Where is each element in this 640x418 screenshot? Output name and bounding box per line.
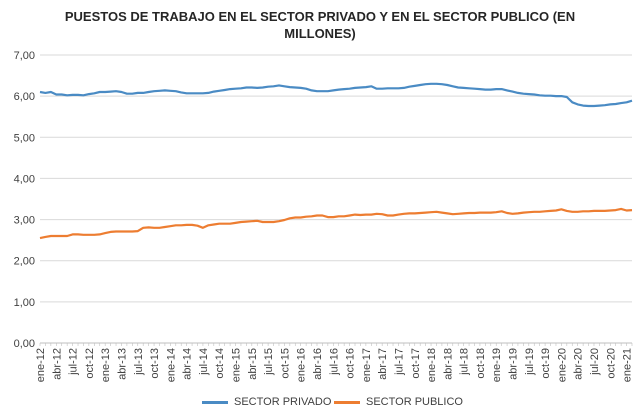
x-tick-label: ene-15 [231,348,243,382]
x-tick-label: ene-16 [296,348,308,382]
legend-swatch-privado [202,400,228,404]
legend-item-sector-privado: SECTOR PRIVADO [202,396,331,408]
x-tick-label: ene-17 [361,348,373,382]
x-tick-label: oct-18 [475,348,487,379]
x-tick-label: oct-13 [149,348,161,379]
x-tick-label: abr-15 [247,348,259,380]
x-tick-label: jul-19 [524,348,536,376]
y-tick-label: 6,00 [14,91,35,103]
x-tick-label: jul-13 [133,348,145,376]
x-tick-label: ene-21 [622,348,634,382]
x-tick-label: abr-13 [116,348,128,380]
x-tick-label: ene-13 [100,348,112,382]
x-tick-label: abr-20 [573,348,585,380]
y-tick-label: 2,00 [14,256,35,268]
x-tick-label: jul-17 [393,348,405,376]
x-tick-label: jul-16 [328,348,340,376]
x-tick-label: oct-17 [410,348,422,379]
x-tick-label: abr-16 [312,348,324,380]
legend-label-privado: SECTOR PRIVADO [234,396,332,408]
y-tick-label: 5,00 [14,132,35,144]
gridlines [40,54,632,303]
x-tick-label: abr-12 [51,348,63,380]
y-tick-label: 4,00 [14,173,35,185]
legend-label-publico: SECTOR PUBLICO [366,396,463,408]
x-tick-label: oct-14 [214,348,226,379]
y-tick-label: 3,00 [14,215,35,227]
x-tick-label: jul-15 [263,348,275,376]
legend-swatch-publico [334,400,360,404]
x-tick-label: oct-12 [84,348,96,379]
x-tick-label: abr-14 [182,348,194,380]
y-axis-tick-labels: 0,00 1,00 2,00 3,00 4,00 5,00 6,00 7,00 [14,50,35,350]
x-tick-label: oct-15 [279,348,291,379]
y-tick-label: 7,00 [14,50,35,62]
x-tick-label: jul-14 [198,348,210,376]
x-tick-label: oct-19 [540,348,552,379]
x-tick-label: ene-19 [491,348,503,382]
x-tick-label: abr-17 [377,348,389,380]
x-tick-label: ene-20 [556,348,568,382]
x-tick-label: oct-16 [345,348,357,379]
y-tick-label: 0,00 [14,338,35,350]
x-tick-label: ene-18 [426,348,438,382]
x-tick-label: oct-20 [605,348,617,379]
x-tick-label: ene-14 [165,348,177,382]
x-tick-label: jul-12 [68,348,80,376]
chart-title-line-1: PUESTOS DE TRABAJO EN EL SECTOR PRIVADO … [64,9,576,24]
x-tick-label: abr-19 [508,348,520,380]
x-tick-label: jul-20 [589,348,601,376]
x-axis-tick-labels: ene-12 abr-12 jul-12 oct-12 ene-13 abr-13 jul-… [35,348,634,382]
series-lines [39,82,633,240]
y-tick-label: 1,00 [14,297,35,309]
series-line-sector-privado [39,82,633,108]
legend-item-sector-publico: SECTOR PUBLICO [334,396,463,408]
x-tick-label: jul-18 [459,348,471,376]
chart-title-line-2: MILLONES) [284,26,356,41]
x-tick-label: ene-12 [35,348,47,382]
series-line-sector-publico [39,207,633,240]
x-tick-label: abr-18 [442,348,454,380]
x-axis [39,342,633,346]
